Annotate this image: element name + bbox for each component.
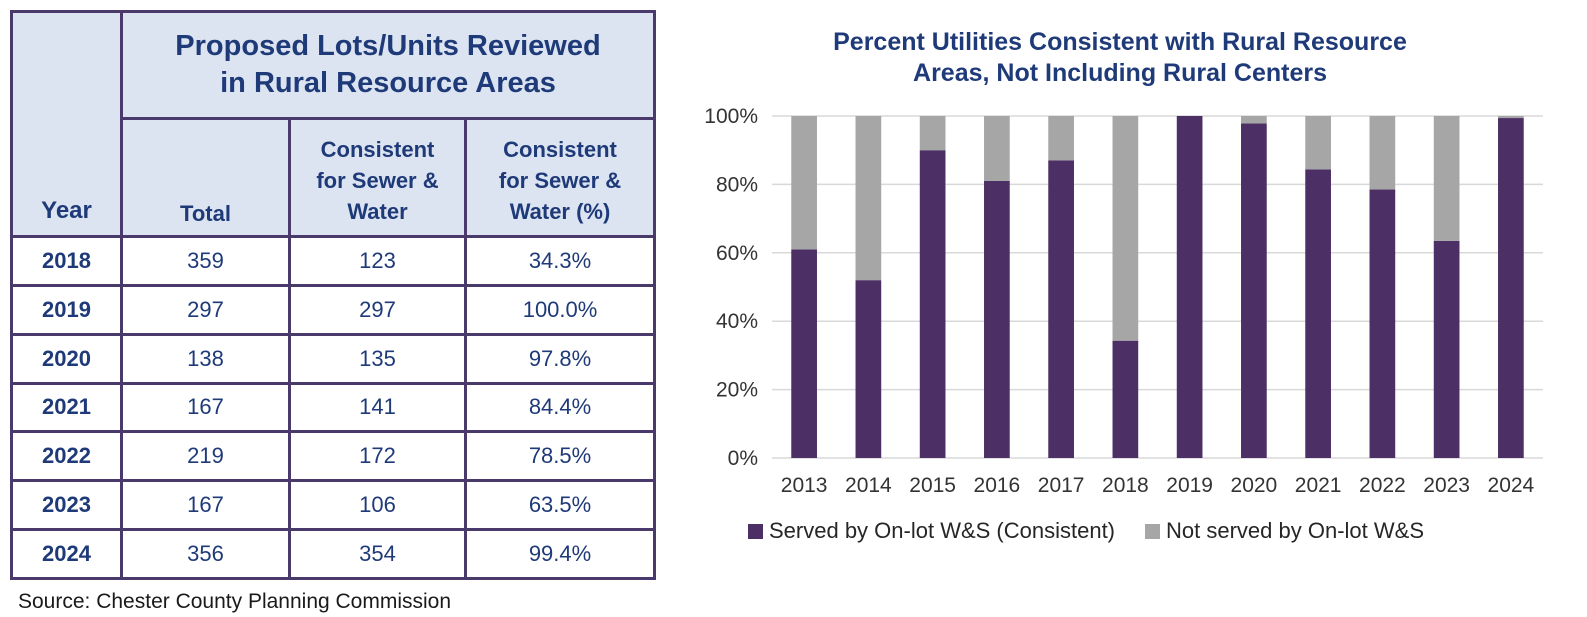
legend-item-not-served: Not served by On-lot W&S	[1145, 518, 1424, 544]
chart-title: Percent Utilities Consistent with Rural …	[770, 27, 1470, 89]
legend-item-served: Served by On-lot W&S (Consistent)	[748, 518, 1115, 544]
table-row: 2022 219 172 78.5%	[10, 430, 657, 483]
table-title-line2: in Rural Resource Areas	[220, 67, 556, 99]
stacked-bar-chart: 0% 20% 40% 60% 80% 100% 2013 2014 2015 2016 2017 20…	[704, 105, 1543, 497]
bar-served-segment	[1498, 118, 1524, 458]
chart-title-line1: Percent Utilities Consistent with Rural …	[833, 28, 1407, 56]
x-tick-label: 2017	[1038, 474, 1085, 497]
total-header: Total	[120, 117, 291, 238]
pct-cell: 78.5%	[463, 430, 657, 483]
total-cell: 138	[120, 332, 291, 385]
x-tick-label: 2015	[909, 474, 956, 497]
x-tick-label: 2018	[1102, 474, 1149, 497]
table-row: 2024 356 354 99.4%	[10, 528, 657, 580]
consistent-header: Consistent for Sewer & Water	[288, 117, 467, 238]
table-row: 2021 167 141 84.4%	[10, 381, 657, 434]
bar-not-served-segment	[855, 116, 882, 281]
x-tick-label: 2019	[1166, 474, 1213, 497]
pct-cell: 84.4%	[463, 381, 657, 434]
bar-served-segment	[919, 150, 946, 458]
year-cell: 2020	[10, 332, 123, 385]
x-tick-label: 2024	[1488, 474, 1535, 497]
bar-served-segment	[1048, 160, 1074, 458]
table-row: 2023 167 106 63.5%	[10, 479, 657, 532]
gridlines	[772, 115, 1543, 459]
bar-not-served-segment	[1433, 116, 1460, 241]
y-tick-label: 40%	[716, 310, 758, 333]
year-cell: 2018	[10, 235, 123, 287]
bar-not-served-segment	[1498, 116, 1524, 119]
year-cell: 2022	[10, 430, 123, 483]
bar-served-segment	[1112, 340, 1139, 458]
year-cell: 2021	[10, 381, 123, 434]
bar-not-served-segment	[984, 116, 1010, 181]
total-cell: 297	[120, 283, 291, 336]
consistent-cell: 106	[288, 479, 467, 532]
y-tick-label: 0%	[728, 447, 758, 470]
consistent-cell: 135	[288, 332, 467, 385]
pct-cell: 34.3%	[463, 235, 657, 287]
total-cell: 359	[120, 235, 291, 287]
bar-served-segment	[1433, 240, 1460, 458]
bar-not-served-segment	[791, 116, 817, 250]
table-title-line1: Proposed Lots/Units Reviewed	[175, 30, 601, 62]
total-cell: 167	[120, 479, 291, 532]
chart-legend: Served by On-lot W&S (Consistent) Not ser…	[748, 518, 1454, 544]
bar-served-segment	[1369, 189, 1396, 458]
pct-cell: 63.5%	[463, 479, 657, 532]
year-header: Year	[10, 10, 123, 238]
bar-not-served-segment	[919, 116, 946, 151]
x-tick-label: 2020	[1231, 474, 1278, 497]
bar-served-segment	[1176, 116, 1203, 458]
x-tick-label: 2016	[974, 474, 1021, 497]
bar-served-segment	[855, 280, 882, 458]
pct-cell: 97.8%	[463, 332, 657, 385]
legend-label: Served by On-lot W&S (Consistent)	[769, 518, 1116, 543]
bar-not-served-segment	[1305, 116, 1331, 170]
consistent-cell: 172	[288, 430, 467, 483]
x-tick-label: 2022	[1359, 474, 1406, 497]
consistent-cell: 141	[288, 381, 467, 434]
bar-served-segment	[984, 180, 1010, 458]
pct-cell: 99.4%	[463, 528, 657, 580]
table-row: 2020 138 135 97.8%	[10, 332, 657, 385]
bar-served-segment	[1305, 169, 1331, 458]
y-tick-label: 80%	[716, 173, 758, 196]
bar-served-segment	[791, 249, 817, 458]
table-title: Proposed Lots/Units Reviewed in Rural Re…	[119, 10, 657, 120]
bar-not-served-segment	[1112, 116, 1139, 341]
consistent-pct-header: Consistent for Sewer & Water (%)	[463, 117, 657, 238]
x-tick-label: 2014	[845, 474, 892, 497]
year-cell: 2023	[10, 479, 123, 532]
data-table: Year Proposed Lots/Units Reviewed in Rur…	[10, 10, 657, 580]
y-tick-label: 20%	[716, 379, 758, 402]
table-row: 2019 297 297 100.0%	[10, 283, 657, 336]
consistent-cell: 123	[288, 235, 467, 287]
total-cell: 167	[120, 381, 291, 434]
bars	[791, 116, 1524, 459]
pct-cell: 100.0%	[463, 283, 657, 336]
legend-label: Not served by On-lot W&S	[1166, 518, 1424, 543]
chart-title-line2: Areas, Not Including Rural Centers	[913, 59, 1327, 87]
consistent-cell: 297	[288, 283, 467, 336]
bar-not-served-segment	[1241, 116, 1267, 124]
total-cell: 356	[120, 528, 291, 580]
table-row: 2018 359 123 34.3%	[10, 235, 657, 287]
total-cell: 219	[120, 430, 291, 483]
y-tick-label: 60%	[716, 242, 758, 265]
axes: 0% 20% 40% 60% 80% 100% 2013 2014 2015 2016 2017 20…	[704, 105, 1534, 497]
consistent-cell: 354	[288, 528, 467, 580]
x-tick-label: 2021	[1295, 474, 1342, 497]
x-tick-label: 2013	[781, 474, 828, 497]
source-note: Source: Chester County Planning Commissi…	[18, 590, 452, 613]
year-cell: 2024	[10, 528, 123, 580]
bar-served-segment	[1241, 123, 1267, 459]
year-cell: 2019	[10, 283, 123, 336]
y-tick-label: 100%	[704, 105, 758, 128]
bar-not-served-segment	[1369, 116, 1396, 190]
legend-swatch	[748, 523, 763, 539]
bar-not-served-segment	[1048, 116, 1074, 161]
legend-swatch	[1145, 523, 1161, 539]
x-tick-label: 2023	[1423, 474, 1470, 497]
